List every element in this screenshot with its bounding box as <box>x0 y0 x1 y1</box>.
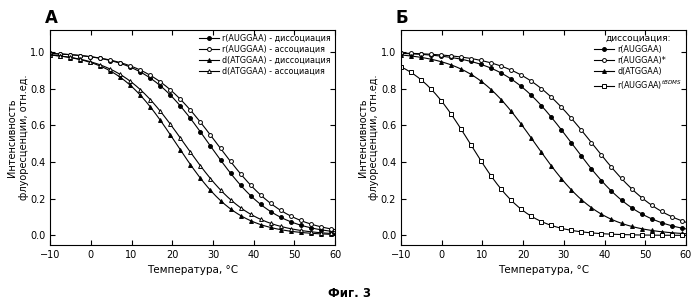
Y-axis label: Интенсивность
флуоресценции, отн.ед.: Интенсивность флуоресценции, отн.ед. <box>358 75 380 200</box>
d(ATGGAA) - диссоциация <box>63 55 71 59</box>
d(ATGGAA) - ассоциация <box>307 230 315 233</box>
d(ATGGAA) <box>657 230 665 233</box>
r(AUGGAA) - диссоциация <box>331 230 339 233</box>
d(ATGGAA) - ассоциация <box>331 232 339 236</box>
r(AUGGAA) - диссоциация <box>57 52 66 56</box>
Line: d(ATGGAA): d(ATGGAA) <box>399 53 688 236</box>
d(ATGGAA) - диссоциация <box>57 54 66 58</box>
r(AUGGAA) <box>414 52 422 56</box>
d(ATGGAA) - диссоциация <box>46 53 55 57</box>
r(AUGGAA)* <box>450 54 459 58</box>
Text: А: А <box>45 9 57 27</box>
r(AUGGAA) - ассоциация <box>63 52 71 56</box>
d(ATGGAA) - диссоциация <box>99 65 108 69</box>
d(ATGGAA) <box>473 76 481 80</box>
r(AUGGAA) - диссоциация <box>99 57 108 61</box>
r(AUGGAA)* <box>414 52 422 56</box>
r(AUGGAA) - диссоциация <box>317 228 325 232</box>
r(AUGGAA) <box>668 224 676 227</box>
d(ATGGAA) - диссоциация <box>317 232 325 236</box>
r(AUGGAA)* <box>397 51 405 55</box>
r(AUGGAA) - ассоциация <box>46 52 55 55</box>
r(AUGGAA)$^{tBDMS}$ <box>414 76 422 79</box>
r(AUGGAA) - ассоциация <box>57 52 66 56</box>
Line: r(AUGGAA) - диссоциация: r(AUGGAA) - диссоциация <box>48 52 337 234</box>
Legend: r(AUGGAA) - диссоциация, r(AUGGAA) - ассоциация, d(ATGGAA) - диссоциация, d(ATGG: r(AUGGAA) - диссоциация, r(AUGGAA) - асс… <box>197 32 333 78</box>
d(ATGGAA) - диссоциация <box>331 233 339 236</box>
r(AUGGAA)* <box>657 210 665 213</box>
d(ATGGAA) - ассоциация <box>317 231 325 235</box>
X-axis label: Температура, °C: Температура, °C <box>498 265 589 275</box>
r(AUGGAA) <box>682 227 690 231</box>
d(ATGGAA) - ассоциация <box>63 55 71 59</box>
Line: r(AUGGAA) - ассоциация: r(AUGGAA) - ассоциация <box>48 52 337 232</box>
r(AUGGAA)* <box>408 52 417 55</box>
r(AUGGAA)$^{tBDMS}$ <box>657 233 665 237</box>
r(AUGGAA)* <box>668 215 676 218</box>
r(AUGGAA)$^{tBDMS}$ <box>473 153 481 156</box>
d(ATGGAA) - ассоциация <box>57 54 66 58</box>
d(ATGGAA) <box>414 55 422 59</box>
r(AUGGAA)$^{tBDMS}$ <box>682 234 690 237</box>
r(AUGGAA) <box>397 52 405 55</box>
r(AUGGAA) <box>657 221 665 224</box>
r(AUGGAA) <box>450 56 459 60</box>
r(AUGGAA) - ассоциация <box>331 228 339 231</box>
d(ATGGAA) - ассоциация <box>99 64 108 68</box>
r(AUGGAA) - диссоциация <box>307 226 315 230</box>
Line: d(ATGGAA) - ассоциация: d(ATGGAA) - ассоциация <box>48 53 337 236</box>
Line: r(AUGGAA): r(AUGGAA) <box>399 51 688 231</box>
r(AUGGAA) - ассоциация <box>122 63 130 66</box>
r(AUGGAA) - ассоциация <box>317 225 325 229</box>
d(ATGGAA) <box>668 231 676 235</box>
r(AUGGAA)$^{tBDMS}$ <box>668 233 676 237</box>
r(AUGGAA)* <box>473 58 481 61</box>
d(ATGGAA) - ассоциация <box>46 53 55 57</box>
Y-axis label: Интенсивность
флуоресценции, отн.ед.: Интенсивность флуоресценции, отн.ед. <box>7 75 29 200</box>
d(ATGGAA) <box>450 64 459 68</box>
r(AUGGAA) - диссоциация <box>122 64 130 67</box>
d(ATGGAA) <box>408 54 417 58</box>
d(ATGGAA) - ассоциация <box>122 76 130 80</box>
r(AUGGAA) - диссоциация <box>46 52 55 55</box>
d(ATGGAA) <box>682 232 690 236</box>
r(AUGGAA)$^{tBDMS}$ <box>397 65 405 69</box>
Text: Фиг. 3: Фиг. 3 <box>328 287 371 300</box>
Line: d(ATGGAA) - диссоциация: d(ATGGAA) - диссоциация <box>48 53 337 236</box>
r(AUGGAA) - ассоциация <box>307 222 315 226</box>
X-axis label: Температура, °C: Температура, °C <box>147 265 238 275</box>
r(AUGGAA) - диссоциация <box>63 52 71 56</box>
r(AUGGAA) <box>408 52 417 56</box>
d(ATGGAA) <box>397 53 405 57</box>
Text: Б: Б <box>396 9 408 27</box>
Line: r(AUGGAA)$^{tBDMS}$: r(AUGGAA)$^{tBDMS}$ <box>399 65 688 237</box>
r(AUGGAA) - ассоциация <box>99 57 108 60</box>
Legend: r(AUGGAA), r(AUGGAA)*, d(ATGGAA), r(AUGGAA)$^{tBDMS}$: r(AUGGAA), r(AUGGAA)*, d(ATGGAA), r(AUGG… <box>592 32 684 93</box>
d(ATGGAA) - диссоциация <box>122 80 130 83</box>
d(ATGGAA) - диссоциация <box>307 231 315 235</box>
r(AUGGAA) <box>473 61 481 65</box>
Line: r(AUGGAA)*: r(AUGGAA)* <box>399 51 688 224</box>
r(AUGGAA)$^{tBDMS}$ <box>450 116 459 120</box>
r(AUGGAA)* <box>682 220 690 224</box>
r(AUGGAA)$^{tBDMS}$ <box>408 72 417 75</box>
